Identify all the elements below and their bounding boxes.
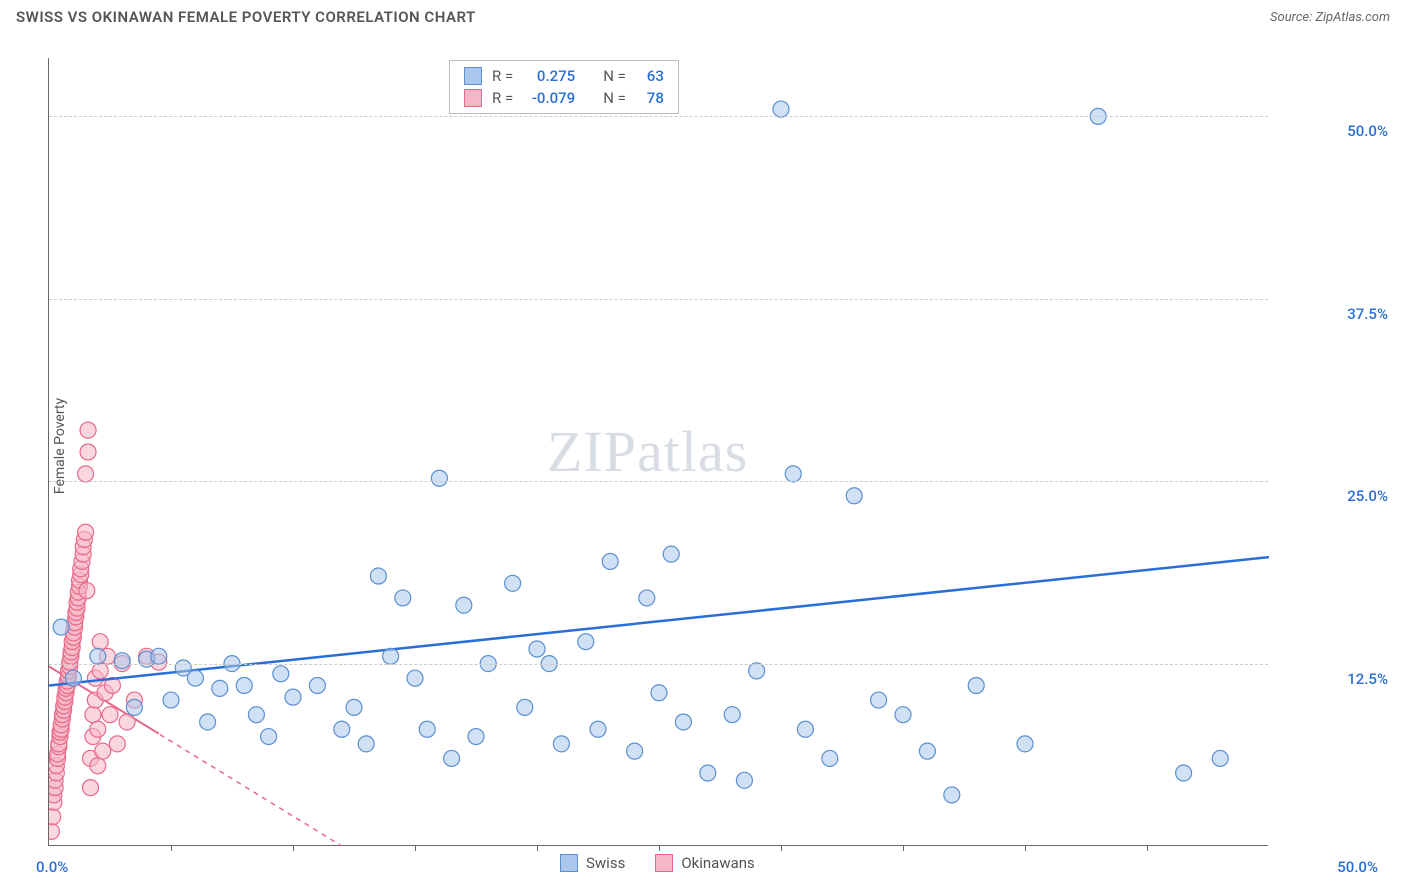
x-axis-max-label: 50.0% [1337,858,1378,876]
gridline [49,299,1268,300]
correlation-legend: R = 0.275 N = 63 R = -0.079 N = 78 [449,60,679,114]
r-label: R = [492,89,513,107]
legend-item: Swiss [560,854,625,872]
legend-swatch [464,67,482,85]
x-tick [1147,845,1148,851]
x-tick [293,845,294,851]
x-tick [1025,845,1026,851]
correlation-row: R = 0.275 N = 63 [464,67,664,85]
n-label: N = [603,67,626,85]
gridline [49,664,1268,665]
legend-swatch [464,89,482,107]
x-axis-origin-label: 0.0% [36,858,68,876]
legend-item: Okinawans [655,854,754,872]
r-value: -0.079 [523,89,575,107]
legend-swatch [655,854,673,872]
x-tick [415,845,416,851]
y-tick-label: 12.5% [1347,670,1388,688]
y-tick-label: 50.0% [1347,122,1388,140]
x-tick [171,845,172,851]
x-tick [903,845,904,851]
n-value: 63 [636,67,664,85]
x-tick [537,845,538,851]
r-value: 0.275 [523,67,575,85]
chart-plot-area: ZIPatlas R =0.275N =63R =-0.079N =78 [48,58,1268,846]
correlation-row: R = -0.079 N = 78 [464,89,664,107]
x-tick [781,845,782,851]
y-tick-label: 37.5% [1347,305,1388,323]
series-legend: Swiss Okinawans [560,854,755,872]
gridline [49,116,1268,117]
source-prefix: Source: [1270,10,1315,25]
legend-swatch [560,854,578,872]
y-tick-label: 25.0% [1347,487,1388,505]
chart-title: SWISS VS OKINAWAN FEMALE POVERTY CORRELA… [16,8,476,26]
scatter-svg [49,58,1269,846]
r-label: R = [492,67,513,85]
source-name: ZipAtlas.com [1315,10,1390,25]
gridline [49,481,1268,482]
source-attribution: Source: ZipAtlas.com [1270,10,1390,25]
n-value: 78 [636,89,664,107]
x-tick [659,845,660,851]
legend-label: Swiss [586,854,625,872]
n-label: N = [603,89,626,107]
legend-label: Okinawans [681,854,754,872]
